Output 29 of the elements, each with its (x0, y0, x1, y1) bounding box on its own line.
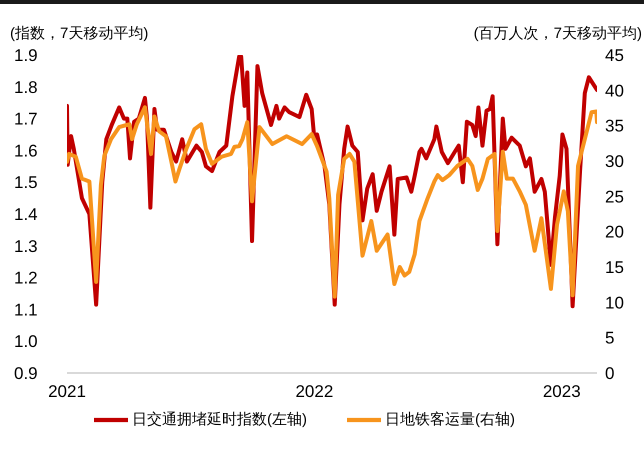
y-tick-label: 1.3 (14, 236, 38, 256)
y2-tick-label: 20 (605, 222, 624, 242)
y-tick-label: 1.6 (14, 141, 38, 160)
y2-axis-title: (百万人次，7天移动平均) (474, 24, 642, 43)
y2-tick-label: 45 (605, 46, 624, 66)
y2-tick-label: 10 (605, 293, 624, 312)
y-tick-label: 1.5 (14, 173, 38, 192)
y2-tick-label: 25 (605, 187, 624, 206)
legend-label: 日交通拥堵延时指数(左轴) (132, 410, 307, 428)
y-tick-label: 1.7 (14, 110, 38, 129)
y-tick-label: 1.2 (14, 268, 38, 288)
x-tick-label: 2021 (48, 382, 86, 402)
y-tick-label: 1.9 (14, 46, 38, 66)
line-series (67, 105, 597, 299)
x-tick-label: 2023 (542, 382, 581, 402)
y2-tick-label: 5 (605, 328, 614, 348)
y-axis-title: (指数，7天移动平均) (10, 24, 148, 43)
y2-tick-label: 40 (605, 81, 624, 100)
y-tick-label: 1.0 (14, 332, 38, 352)
y-tick-label: 1.1 (14, 300, 38, 320)
y2-tick-label: 35 (605, 116, 624, 136)
x-tick-label: 2022 (295, 382, 334, 402)
y2-tick-label: 15 (605, 258, 624, 278)
y-tick-label: 1.8 (14, 78, 38, 97)
y2-tick-label: 0 (605, 364, 614, 384)
y-tick-label: 1.4 (14, 205, 38, 224)
y2-tick-label: 30 (605, 152, 624, 172)
legend-label: 日地铁客运量(右轴) (385, 410, 515, 428)
y-tick-label: 0.9 (14, 364, 38, 384)
